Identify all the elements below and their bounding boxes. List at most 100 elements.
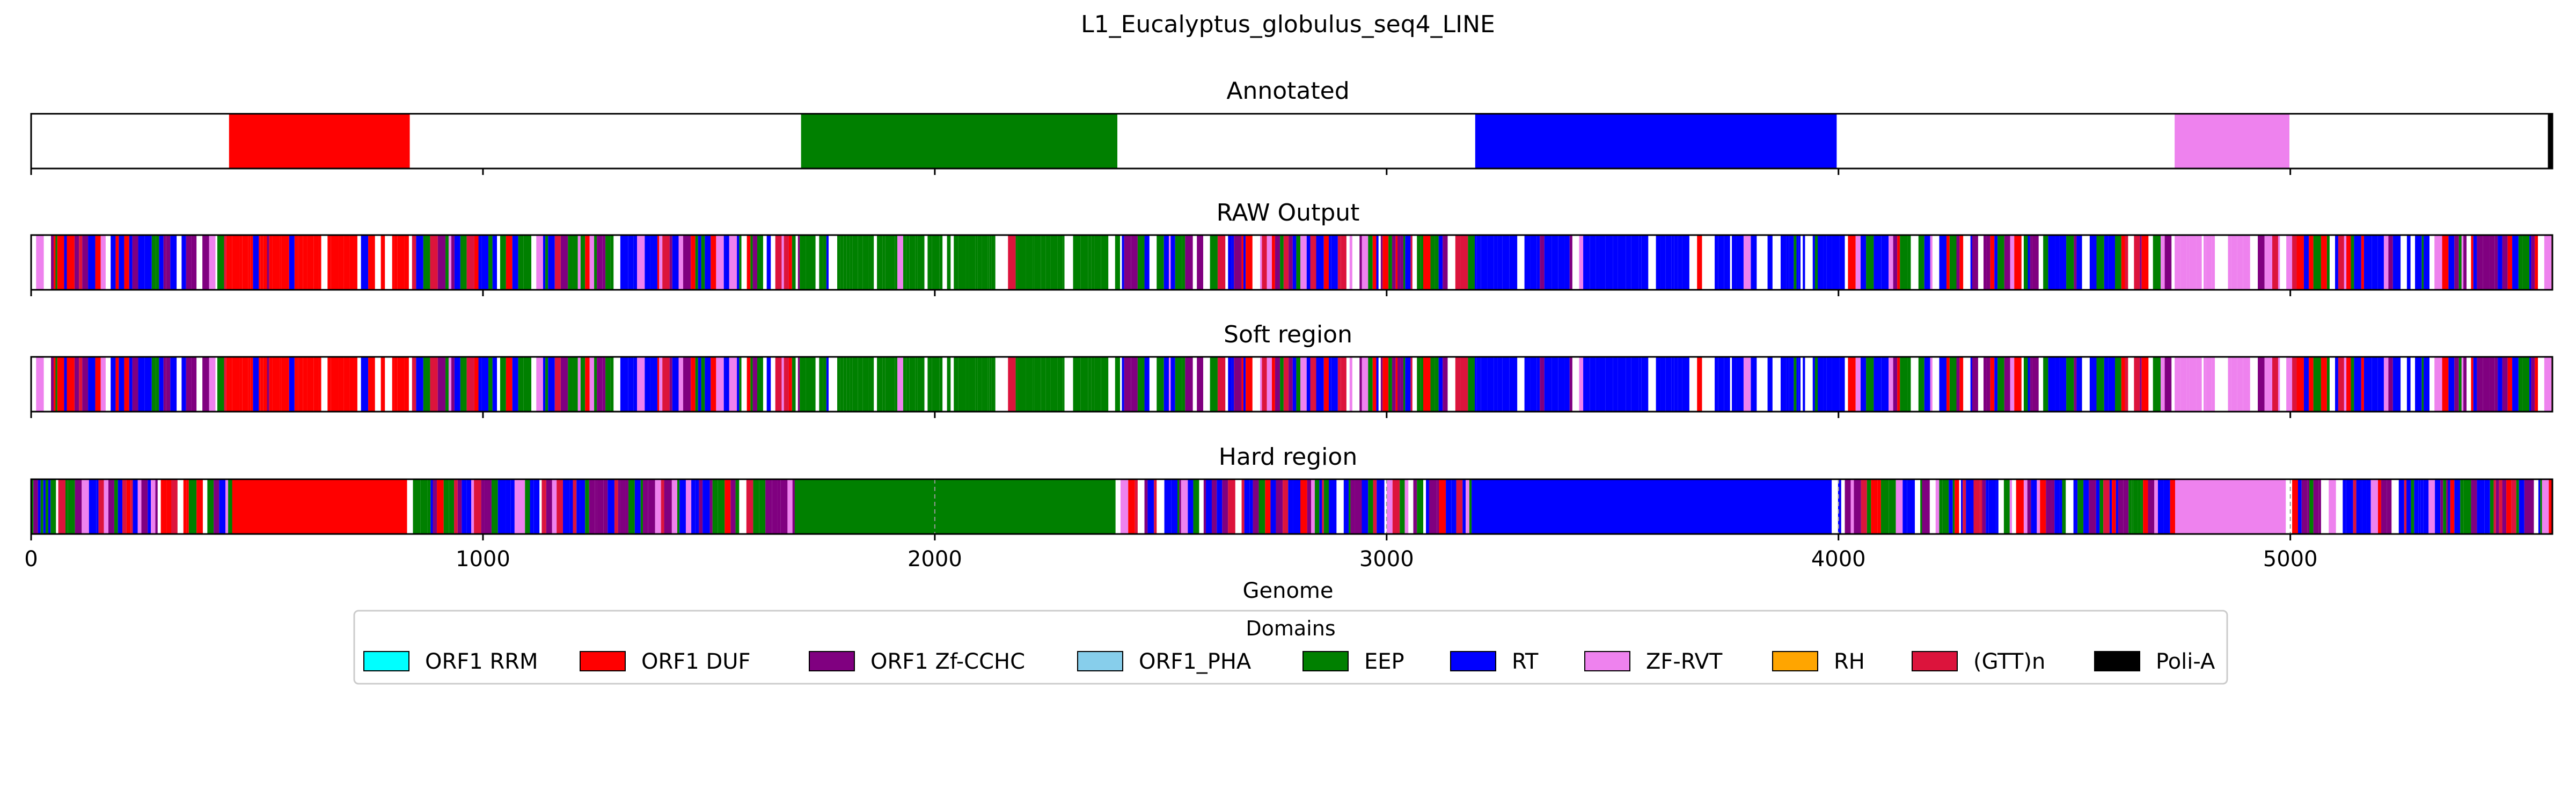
domain-segment xyxy=(248,357,251,412)
domain-segment xyxy=(79,235,83,290)
domain-segment xyxy=(413,479,421,534)
domain-segment xyxy=(1034,235,1041,290)
domain-segment xyxy=(214,479,219,534)
domain-segment xyxy=(2383,235,2389,290)
domain-segment xyxy=(1946,357,1950,412)
domain-segment xyxy=(2448,357,2455,412)
domain-segment xyxy=(678,235,683,290)
domain-segment xyxy=(747,235,751,290)
domain-segment xyxy=(1041,235,1046,290)
domain-segment xyxy=(1552,235,1558,290)
domain-segment xyxy=(267,357,269,412)
domain-segment xyxy=(445,357,449,412)
domain-segment xyxy=(1468,357,1475,412)
domain-segment xyxy=(2180,235,2187,290)
domain-segment xyxy=(2004,235,2010,290)
domain-segment xyxy=(43,479,46,534)
domain-segment xyxy=(1382,235,1389,290)
domain-segment xyxy=(2231,357,2237,412)
domain-segment xyxy=(1818,357,1824,412)
domain-segment xyxy=(1181,479,1188,534)
domain-segment xyxy=(1405,235,1411,290)
domain-segment xyxy=(1137,357,1145,412)
domain-segment xyxy=(2338,235,2344,290)
domain-segment xyxy=(1986,235,1990,290)
domain-segment xyxy=(1920,479,1922,534)
domain-segment xyxy=(523,357,532,412)
domain-segment xyxy=(1163,357,1169,412)
domain-segment xyxy=(1382,357,1389,412)
domain-segment xyxy=(2046,479,2052,534)
domain-segment xyxy=(2321,235,2327,290)
domain-segment xyxy=(975,235,978,290)
domain-segment xyxy=(2446,479,2448,534)
domain-segment xyxy=(897,357,903,412)
domain-segment xyxy=(2524,479,2527,534)
domain-segment xyxy=(679,479,686,534)
domain-segment xyxy=(602,357,606,412)
domain-segment xyxy=(1918,357,1922,412)
domain-segment xyxy=(543,235,546,290)
domain-segment xyxy=(1970,235,1972,290)
domain-segment xyxy=(166,235,171,290)
domain-segment xyxy=(1322,479,1324,534)
domain-segment xyxy=(1994,235,1998,290)
domain-segment xyxy=(1924,357,1930,412)
x-tick-label: 2000 xyxy=(908,547,962,572)
domain-segment xyxy=(939,357,943,412)
domain-segment xyxy=(141,479,148,534)
domain-segment xyxy=(2134,235,2140,290)
domain-segment xyxy=(1861,235,1867,290)
domain-segment xyxy=(55,357,57,412)
domain-segment xyxy=(1952,479,1955,534)
domain-segment xyxy=(691,235,696,290)
domain-segment xyxy=(637,357,645,412)
domain-segment xyxy=(729,357,737,412)
domain-segment xyxy=(1185,357,1193,412)
domain-segment xyxy=(1823,357,1827,412)
domain-segment xyxy=(1211,479,1217,534)
legend-entry: ORF1 RRM xyxy=(363,649,538,674)
domain-segment xyxy=(1359,357,1362,412)
domain-segment xyxy=(2243,357,2250,412)
domain-segment xyxy=(2343,479,2346,534)
domain-segment xyxy=(259,235,261,290)
domain-segment xyxy=(1034,357,1041,412)
domain-segment xyxy=(862,357,869,412)
x-tick-label: 1000 xyxy=(456,547,510,572)
domain-segment xyxy=(2027,479,2031,534)
domain-segment xyxy=(2477,235,2483,290)
domain-segment xyxy=(2361,235,2364,290)
domain-segment xyxy=(1088,235,1092,290)
domain-segment xyxy=(481,479,485,534)
domain-segment xyxy=(2398,479,2404,534)
domain-segment xyxy=(792,235,796,290)
domain-segment xyxy=(186,235,192,290)
domain-segment xyxy=(272,357,280,412)
domain-segment xyxy=(2471,479,2477,534)
domain-segment xyxy=(2292,235,2297,290)
domain-segment xyxy=(2055,235,2060,290)
domain-segment xyxy=(1751,357,1757,412)
domain-segment xyxy=(982,357,988,412)
domain-segment xyxy=(1626,235,1631,290)
domain-segment xyxy=(1206,479,1212,534)
domain-segment xyxy=(1423,357,1431,412)
domain-segment xyxy=(229,114,410,169)
domain-segment xyxy=(1959,235,1964,290)
domain-segment xyxy=(597,479,604,534)
domain-segment xyxy=(488,235,493,290)
track-frame xyxy=(30,478,2553,535)
domain-segment xyxy=(2461,235,2464,290)
domain-segment xyxy=(430,235,438,290)
domain-segment xyxy=(2212,235,2215,290)
domain-segment xyxy=(1210,357,1218,412)
domain-segment xyxy=(1900,235,1908,290)
domain-segment xyxy=(1590,235,1596,290)
domain-segment xyxy=(2052,479,2055,534)
domain-segment xyxy=(862,235,869,290)
domain-segment xyxy=(232,357,240,412)
domain-segment xyxy=(219,479,226,534)
domain-segment xyxy=(427,479,431,534)
domain-segment xyxy=(1724,235,1728,290)
